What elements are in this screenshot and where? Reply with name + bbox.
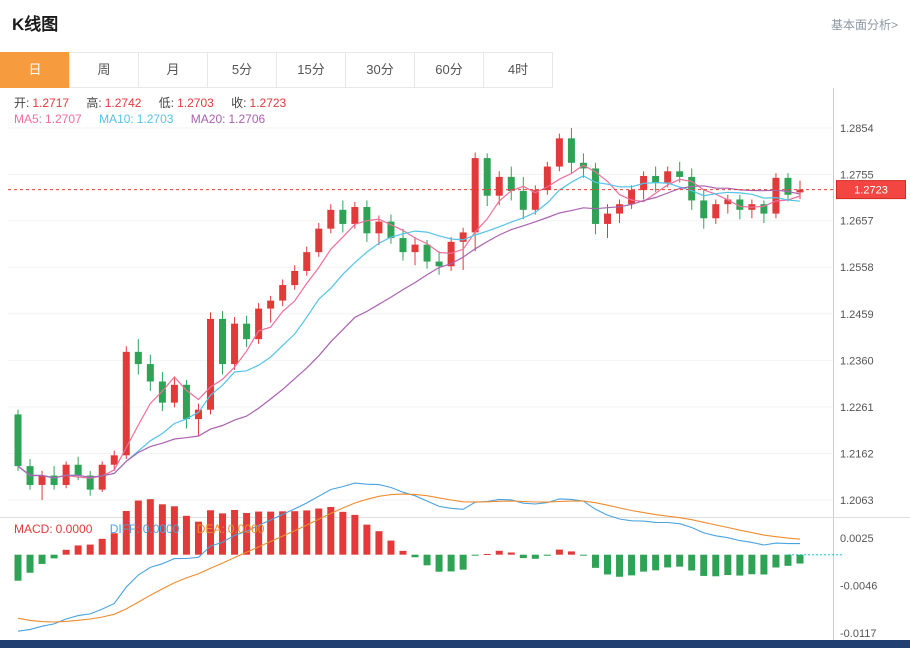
period-tabs: 日周月 5分 15分 30分 60分 4时 [0, 52, 910, 88]
period-tab-3[interactable]: 5分 [207, 52, 277, 88]
chart-area: 1.2854 1.2755 1.2657 1.2558 1.2459 1.2360 1.22… [0, 88, 910, 640]
footer-bar [0, 640, 910, 648]
svg-text:0.0025: 0.0025 [840, 533, 874, 545]
page-header: K线图 基本面分析> [0, 0, 910, 52]
svg-text:1.2261: 1.2261 [840, 402, 874, 414]
svg-text:-0.0046: -0.0046 [840, 580, 877, 592]
svg-text:1.2854: 1.2854 [840, 123, 874, 135]
page-title: K线图 [12, 15, 59, 34]
period-tab-2[interactable]: 月 [138, 52, 208, 88]
period-tab-4[interactable]: 15分 [276, 52, 346, 88]
period-tab-5[interactable]: 30分 [345, 52, 415, 88]
period-tab-7[interactable]: 4时 [483, 52, 553, 88]
svg-text:1.2657: 1.2657 [840, 216, 874, 228]
svg-text:1.2459: 1.2459 [840, 309, 874, 321]
fundamental-analysis-link[interactable]: 基本面分析> [830, 18, 898, 32]
svg-text:1.2063: 1.2063 [840, 495, 874, 507]
svg-text:1.2360: 1.2360 [840, 355, 874, 367]
kline-chart[interactable]: 1.2854 1.2755 1.2657 1.2558 1.2459 1.2360 1.22… [0, 88, 910, 640]
period-tab-6[interactable]: 60分 [414, 52, 484, 88]
svg-text:1.2558: 1.2558 [840, 262, 874, 274]
svg-text:1.2723: 1.2723 [854, 185, 888, 197]
svg-text:1.2162: 1.2162 [840, 448, 874, 460]
svg-text:1.2755: 1.2755 [840, 170, 874, 182]
period-tab-0[interactable]: 日 [0, 52, 70, 88]
period-tab-1[interactable]: 周 [69, 52, 139, 88]
svg-text:-0.0117: -0.0117 [840, 628, 877, 640]
